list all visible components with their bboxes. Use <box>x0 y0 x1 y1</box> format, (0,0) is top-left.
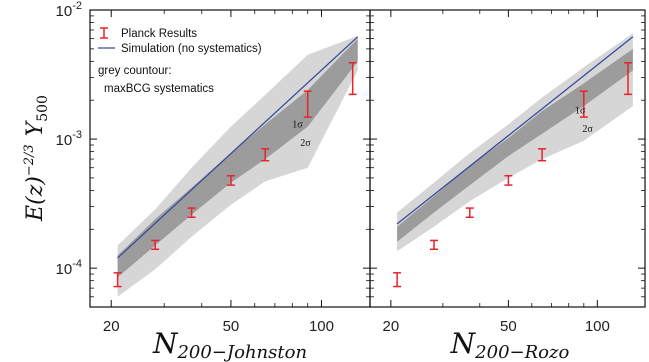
y-tick-label: 10-2 <box>56 0 82 20</box>
right-simulation-line <box>396 36 634 225</box>
left-planck-point <box>151 239 160 251</box>
right-annotation-1sigma: 1σ <box>575 105 586 116</box>
x-axis-title-right: N200−Rozo <box>450 327 570 362</box>
left-bands <box>117 35 358 297</box>
right-planck-point <box>465 207 474 218</box>
panel-left: 20 50 100 1σ 2σ <box>89 9 371 335</box>
legend: Planck Results Simulation (no systematic… <box>98 27 262 95</box>
y-axis-title-main: Y <box>23 119 48 136</box>
left-planck-point <box>303 90 312 118</box>
right-plot-frame <box>369 9 646 308</box>
right-annotation-2sigma: 2σ <box>582 124 593 135</box>
y-tick-label-exponent: -2 <box>72 0 82 12</box>
right-planck-point <box>430 239 439 251</box>
right-planck-point <box>504 174 513 186</box>
y-axis-title-prefix: E(z) <box>23 176 48 222</box>
right-x-tick-label: 100 <box>585 318 610 335</box>
legend-planck-label: Planck Results <box>121 28 197 40</box>
x-axis-title-right-main: N <box>450 327 477 360</box>
y-tick-label-exponent: -4 <box>72 258 82 270</box>
left-planck-point <box>113 272 122 288</box>
left-x-tick-label: 100 <box>309 318 334 335</box>
y-tick-label-base: 10 <box>56 132 73 149</box>
left-planck-points <box>113 62 357 288</box>
right-ticks: 20 50 100 <box>370 9 645 335</box>
y-tick-label: 10-3 <box>56 129 82 149</box>
left-simulation-line <box>117 36 359 259</box>
right-bands <box>397 33 633 252</box>
y-tick-label-base: 10 <box>56 261 73 278</box>
left-annotation-1sigma: 1σ <box>292 120 303 131</box>
y-axis-title: E(z)−2/3 Y500 <box>22 95 51 222</box>
left-planck-point <box>261 148 270 162</box>
right-simulation-line-group <box>396 36 634 225</box>
legend-note-line-2: maxBCG systematics <box>104 83 214 95</box>
panel-right: 20 50 100 1σ 2σ <box>369 9 646 335</box>
right-planck-point <box>393 272 402 288</box>
right-x-tick-label: 20 <box>383 318 400 335</box>
left-band-1sigma <box>117 38 358 278</box>
x-axis-title-left: N200−Johnston <box>152 327 307 362</box>
left-planck-point <box>348 62 357 96</box>
right-planck-point <box>623 62 632 96</box>
right-planck-points <box>393 62 632 288</box>
left-sigma-annotations: 1σ 2σ <box>292 120 311 150</box>
right-planck-point <box>538 148 547 162</box>
y-tick-label-base: 10 <box>56 3 73 20</box>
left-planck-point <box>187 207 196 218</box>
left-simulation-line-group <box>117 36 359 259</box>
y-tick-label: 10-4 <box>56 258 82 278</box>
left-planck-point <box>226 174 235 186</box>
x-axis-title-right-subscript: 200−Rozo <box>474 342 569 362</box>
left-annotation-2sigma: 2σ <box>300 138 311 149</box>
right-sigma-annotations: 1σ 2σ <box>575 105 593 135</box>
left-x-tick-label: 20 <box>103 318 120 335</box>
y-tick-label-exponent: -3 <box>72 129 82 141</box>
y-axis-title-subscript: 500 <box>35 95 51 122</box>
right-band-1sigma <box>397 48 633 242</box>
left-x-tick-label: 50 <box>223 318 240 335</box>
y-tick-labels: 10-410-310-2 <box>56 0 82 278</box>
legend-planck-marker <box>100 27 108 39</box>
x-axis-title-left-main: N <box>152 327 179 360</box>
right-planck-point <box>579 90 588 118</box>
x-axis-title-left-subscript: 200−Johnston <box>176 342 307 362</box>
legend-simulation-label: Simulation (no systematics) <box>121 43 262 55</box>
right-x-tick-label: 50 <box>500 318 517 335</box>
legend-note-line-1: grey countour: <box>98 65 172 77</box>
y-axis-title-exponent: −2/3 <box>22 144 37 176</box>
